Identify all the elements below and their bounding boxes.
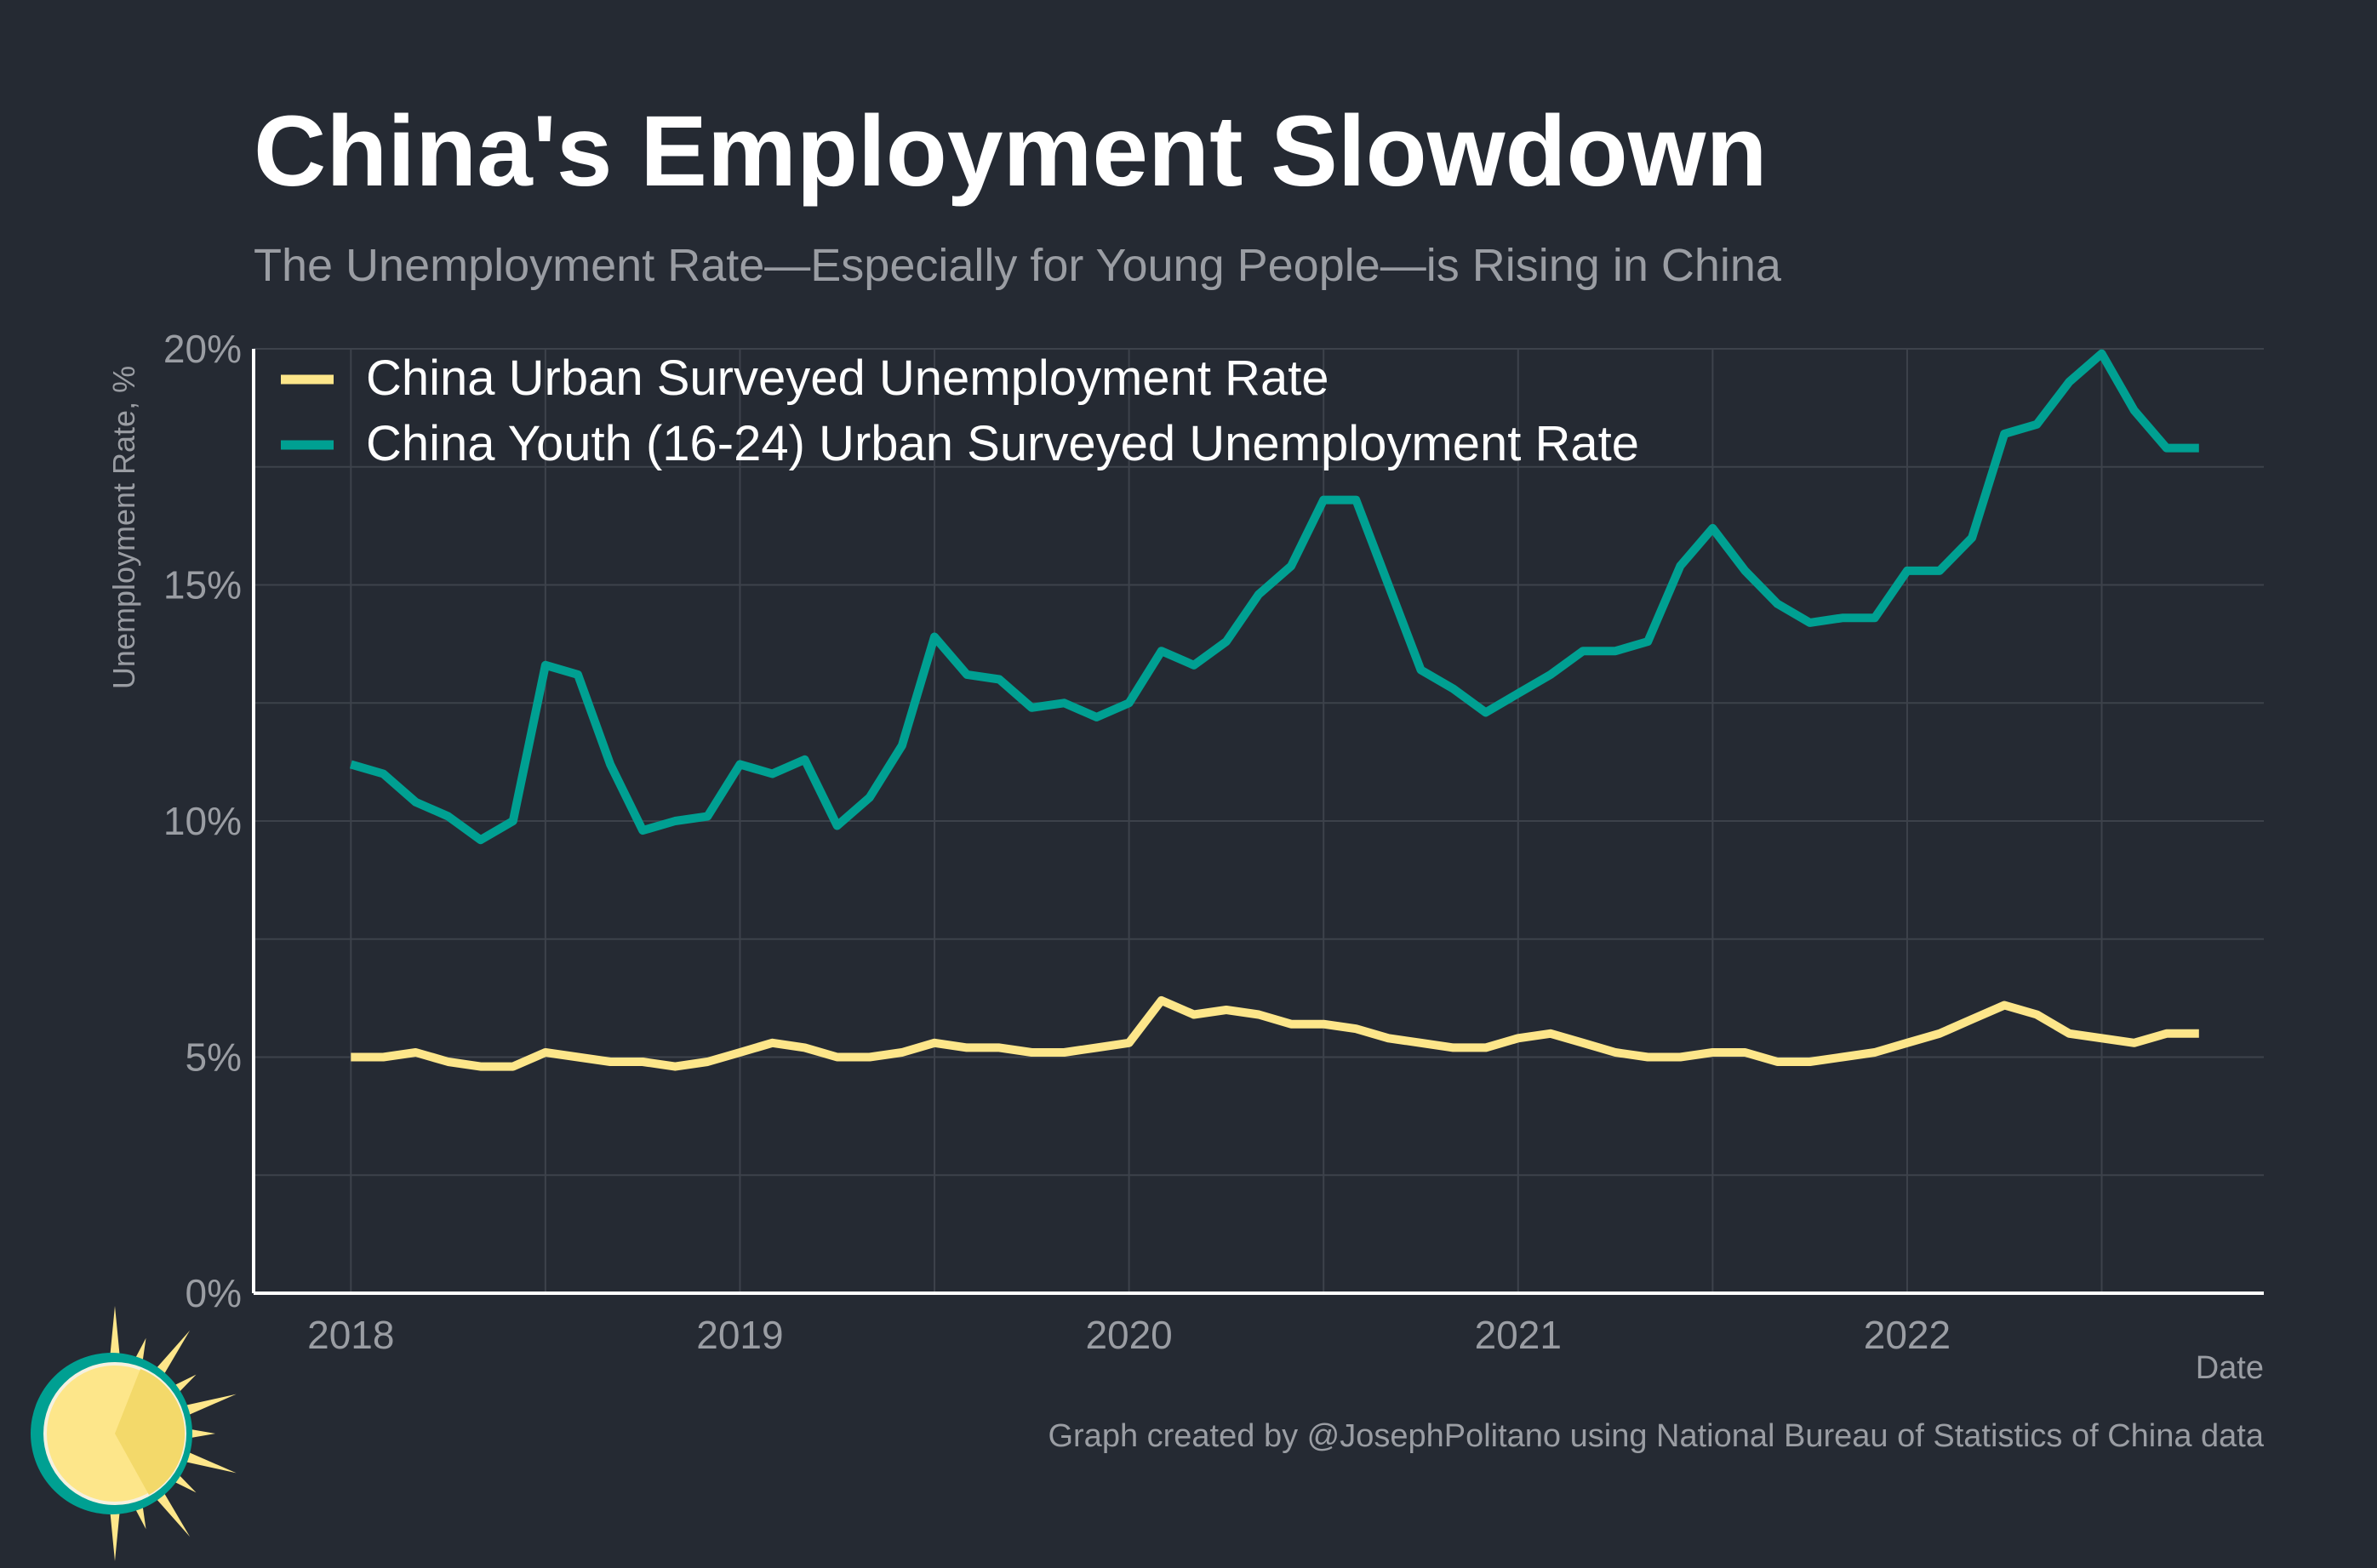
y-tick-label: 5%	[186, 1035, 242, 1080]
sun-logo-icon	[31, 1306, 237, 1561]
x-axis-label: Date	[2196, 1350, 2264, 1386]
legend: China Urban Surveyed Unemployment Rate C…	[281, 351, 1639, 471]
tick-labels: 2018 2019 2020 2021 2022 0% 5% 10% 15% 20%	[163, 327, 1951, 1357]
sun-ray	[109, 1499, 121, 1561]
y-axis-label: Unemployment Rate, %	[106, 366, 141, 689]
source-caption: Graph created by @JosephPolitano using N…	[1048, 1418, 2264, 1454]
y-tick-label: 0%	[186, 1271, 242, 1315]
x-tick-label: 2018	[307, 1313, 394, 1357]
y-tick-label: 15%	[163, 563, 242, 607]
series-line-youth	[349, 349, 2199, 845]
x-tick-label: 2020	[1085, 1313, 1172, 1357]
sun-ray	[109, 1306, 121, 1368]
series-line-urban	[351, 995, 2199, 1071]
chart-subtitle: The Unemployment Rate—Especially for You…	[254, 240, 1782, 291]
legend-label-youth: China Youth (16-24) Urban Surveyed Unemp…	[366, 416, 1639, 471]
sun-ray	[175, 1394, 237, 1419]
chart-title: China's Employment Slowdown	[254, 95, 1768, 208]
x-tick-label: 2022	[1864, 1313, 1951, 1357]
series-lines	[349, 349, 2199, 1071]
x-tick-label: 2019	[696, 1313, 783, 1357]
y-tick-label: 20%	[163, 327, 242, 371]
y-tick-label: 10%	[163, 799, 242, 843]
x-tick-label: 2021	[1475, 1313, 1562, 1357]
legend-label-urban: China Urban Surveyed Unemployment Rate	[366, 351, 1329, 406]
grid	[254, 348, 2264, 1293]
sun-ray	[175, 1448, 237, 1474]
